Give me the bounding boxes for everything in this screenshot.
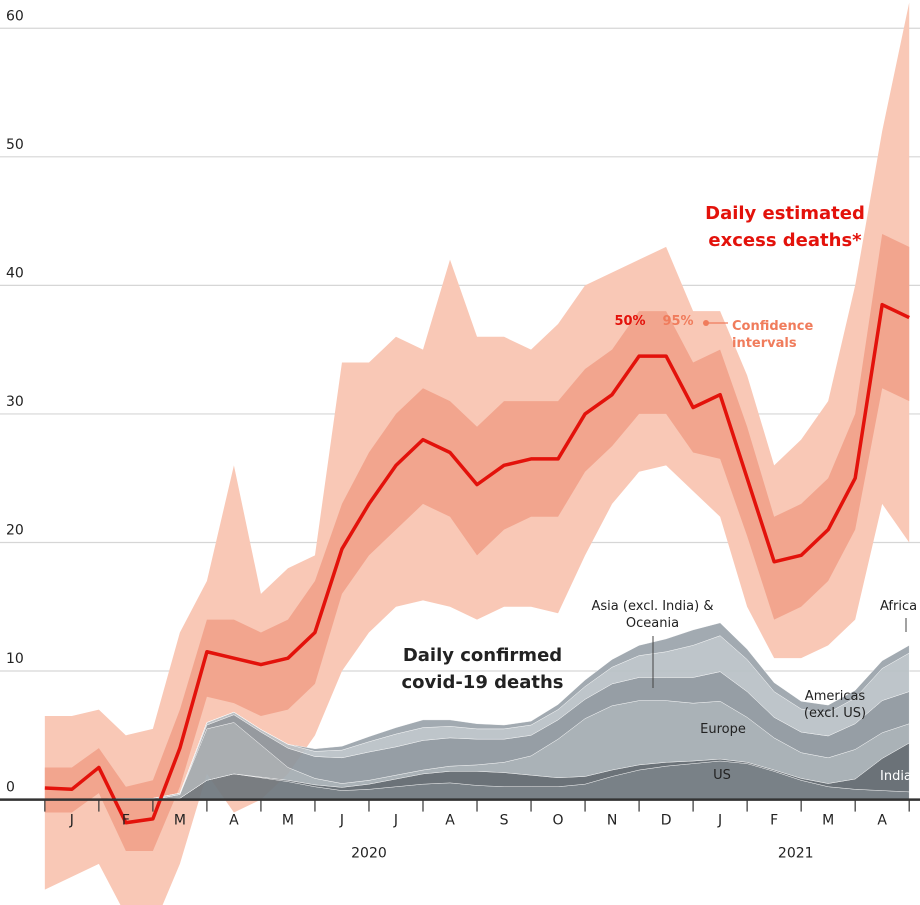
x-tick-label: M	[282, 813, 294, 829]
x-tick-label: S	[500, 813, 509, 829]
y-tick-label: 10	[6, 651, 24, 667]
x-tick-label: A	[877, 813, 887, 829]
x-tick-label: J	[393, 813, 398, 829]
x-tick-label: F	[770, 813, 778, 829]
ci-dot	[703, 320, 709, 326]
india-label: India	[880, 769, 912, 784]
ci50-band	[44, 233, 910, 852]
europe-label: Europe	[700, 722, 746, 737]
excess-line	[44, 302, 910, 825]
asia-label: Asia (excl. India) & Oceania	[591, 599, 714, 631]
x-tick-label: J	[339, 813, 344, 829]
excess-label: Daily estimated excess deaths*	[705, 203, 865, 251]
x-tick-label: J	[69, 813, 74, 829]
y-tick-label: 40	[6, 265, 24, 281]
ci95-label: 95%	[662, 314, 694, 329]
x-tick-label: F	[122, 813, 130, 829]
americas-label: Americas (excl. US)	[803, 689, 867, 721]
us-label: US	[713, 768, 731, 783]
x-tick-label: M	[174, 813, 186, 829]
ci50-label: 50%	[614, 314, 646, 329]
africa-label: Africa	[880, 599, 918, 614]
x-tick-label: N	[607, 813, 617, 829]
year-label: 2021	[778, 846, 814, 862]
confirmed-label: Daily confirmed covid-19 deaths	[401, 645, 564, 693]
x-tick-label: O	[553, 813, 564, 829]
y-tick-label: 20	[6, 522, 24, 538]
year-label: 2020	[351, 846, 387, 862]
y-tick-label: 60	[6, 8, 24, 24]
y-tick-label: 30	[6, 394, 24, 410]
x-tick-label: J	[717, 813, 722, 829]
x-tick-label: D	[661, 813, 672, 829]
x-tick-label: A	[445, 813, 455, 829]
ci-label: Confidence intervals	[732, 319, 814, 351]
y-tick-label: 0	[6, 780, 15, 796]
confirmed-area	[44, 622, 910, 800]
y-tick-label: 50	[6, 137, 24, 153]
x-tick-label: M	[822, 813, 834, 829]
x-tick-label: A	[229, 813, 239, 829]
